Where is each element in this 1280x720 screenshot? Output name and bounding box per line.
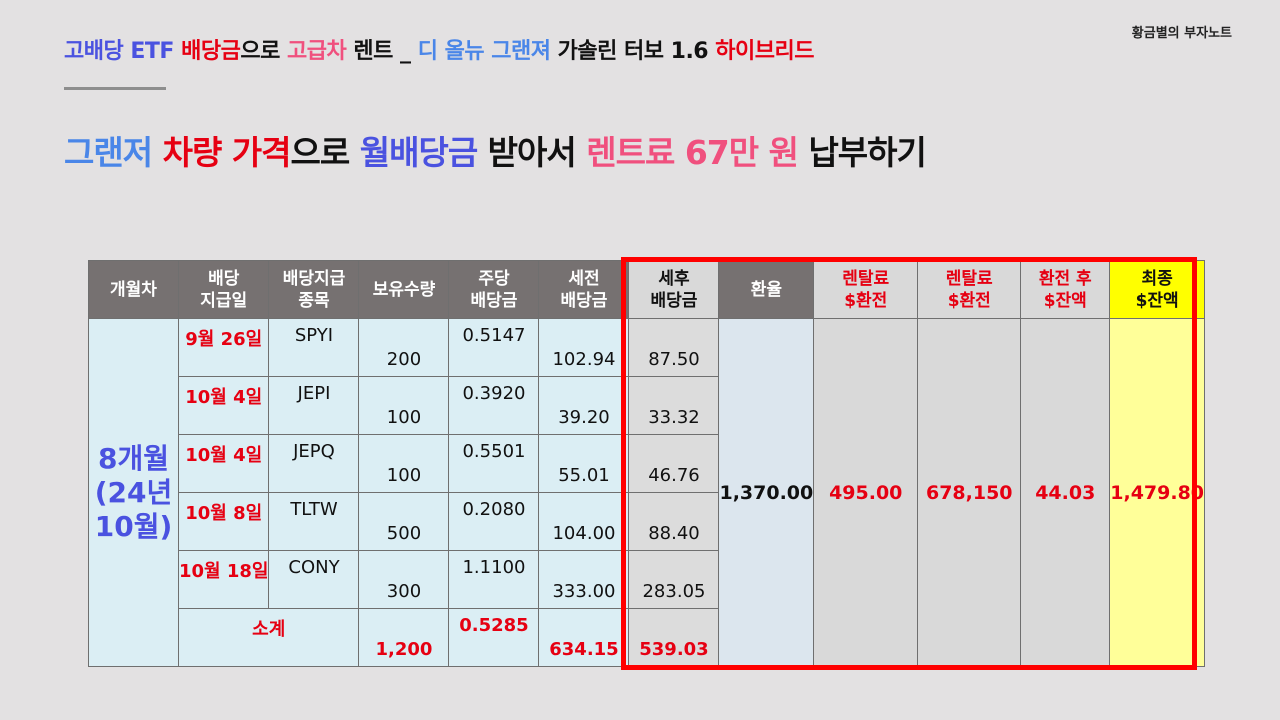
main-title-segment: 받아서 [477, 133, 587, 172]
header-final-balance: 최종 $잔액 [1109, 260, 1206, 319]
header-balance-after-exchange: 환전 후 $잔액 [1020, 260, 1111, 319]
pay-date-cell: 10월 4일 [177, 434, 270, 493]
header-ticker: 배당지급 종목 [268, 260, 360, 319]
top-title-segment: 가솔린 터보 1.6 [550, 39, 716, 64]
dividend-table: 개월차 배당 지급일 배당지급 종목 보유수량 주당 배당금 세전 배당금 세후 배당금 … [88, 260, 1206, 667]
subtotal-aftertax: 539.03 [628, 608, 720, 667]
ticker-cell: CONY [268, 550, 360, 609]
subtotal-shares: 1,200 [358, 608, 450, 667]
author-label: 황금별의 부자노트 [1131, 26, 1232, 41]
final-balance-cell: 1,479.80 [1109, 318, 1206, 667]
main-title-segment: 납부하기 [797, 133, 926, 172]
balance-cell: 44.03 [1020, 318, 1111, 667]
table-row: 10월 4일 JEPI 100 0.3920 39.20 33.32 [89, 376, 1205, 435]
main-title-segment: 으로 [290, 133, 360, 172]
main-title-segment: 렌트료 67만 원 [586, 133, 799, 172]
subtotal-pretax: 634.15 [538, 608, 630, 667]
rent-usd-cell: 495.00 [813, 318, 919, 667]
header-pretax-dividend: 세전 배당금 [538, 260, 630, 319]
subtotal-label: 소계 [177, 608, 360, 667]
aftertax-cell: 283.05 [628, 550, 720, 609]
main-title: 그랜저 차량 가격으로 월배당금 받아서 렌트료 67만 원 납부하기 [64, 126, 927, 174]
shares-cell: 200 [358, 318, 450, 377]
header-aftertax-dividend: 세후 배당금 [628, 260, 720, 319]
top-title-segment: 고급차 [286, 39, 347, 64]
header-period: 개월차 [88, 260, 179, 319]
shares-cell: 100 [358, 376, 450, 435]
table-header-row: 개월차 배당 지급일 배당지급 종목 보유수량 주당 배당금 세전 배당금 세후 배당금 … [88, 260, 1206, 319]
ticker-cell: TLTW [268, 492, 360, 551]
top-title-segment: 고배당 ETF [64, 39, 182, 64]
pay-date-cell: 10월 18일 [177, 550, 270, 609]
header-rent-krw: 렌탈료 $환전 [917, 260, 1022, 319]
main-title-segment: 그랜저 [64, 133, 163, 172]
table-row: 10월 18일 CONY 300 1.1100 333.00 283.05 [89, 550, 1205, 609]
subtotal-row: 소계 1,200 0.5285 634.15 539.03 [89, 608, 1205, 667]
top-title-segment: 디 올뉴 그랜져 [417, 39, 551, 64]
ticker-cell: JEPI [268, 376, 360, 435]
dps-cell: 0.3920 [448, 376, 540, 435]
header-dividend-per-share: 주당 배당금 [448, 260, 540, 319]
top-title-segment: 으로 [240, 39, 287, 64]
dps-cell: 1.1100 [448, 550, 540, 609]
top-title-segment: 렌트 _ [346, 39, 418, 64]
pay-date-cell: 9월 26일 [177, 318, 270, 377]
top-title-segment: 하이브리드 [715, 39, 814, 64]
subtotal-dps: 0.5285 [448, 608, 540, 667]
aftertax-cell: 87.50 [628, 318, 720, 377]
exchange-rate-cell: 1,370.00 [718, 318, 815, 667]
shares-cell: 500 [358, 492, 450, 551]
dps-cell: 0.5501 [448, 434, 540, 493]
table-row: 10월 8일 TLTW 500 0.2080 104.00 88.40 [89, 492, 1205, 551]
shares-cell: 300 [358, 550, 450, 609]
main-title-segment: 차량 가격 [162, 133, 292, 172]
header-pay-date: 배당 지급일 [177, 260, 270, 319]
dps-cell: 0.2080 [448, 492, 540, 551]
aftertax-cell: 88.40 [628, 492, 720, 551]
ticker-cell: SPYI [268, 318, 360, 377]
header-shares: 보유수량 [358, 260, 450, 319]
pretax-cell: 333.00 [538, 550, 630, 609]
period-cell: 8개월 (24년 10월) [88, 318, 179, 667]
ticker-cell: JEPQ [268, 434, 360, 493]
aftertax-cell: 46.76 [628, 434, 720, 493]
pay-date-cell: 10월 8일 [177, 492, 270, 551]
pay-date-cell: 10월 4일 [177, 376, 270, 435]
table-row: 8개월 (24년 10월) 9월 26일 SPYI 200 0.5147 102.9… [88, 318, 1206, 667]
pretax-cell: 39.20 [538, 376, 630, 435]
pretax-cell: 102.94 [538, 318, 630, 377]
main-title-segment: 월배당금 [359, 133, 478, 172]
pretax-cell: 104.00 [538, 492, 630, 551]
dps-cell: 0.5147 [448, 318, 540, 377]
rent-krw-cell: 678,150 [917, 318, 1022, 667]
header-rent-usd: 렌탈료 $환전 [813, 260, 919, 319]
top-title-segment: 배당금 [181, 39, 241, 64]
aftertax-cell: 33.32 [628, 376, 720, 435]
title-divider [64, 87, 166, 90]
pretax-cell: 55.01 [538, 434, 630, 493]
header-exchange-rate: 환율 [718, 260, 815, 319]
shares-cell: 100 [358, 434, 450, 493]
top-title: 고배당 ETF 배당금으로 고급차 렌트 _ 디 올뉴 그랜져 가솔린 터보 1… [64, 33, 814, 65]
table-row: 10월 4일 JEPQ 100 0.5501 55.01 46.76 [89, 434, 1205, 493]
